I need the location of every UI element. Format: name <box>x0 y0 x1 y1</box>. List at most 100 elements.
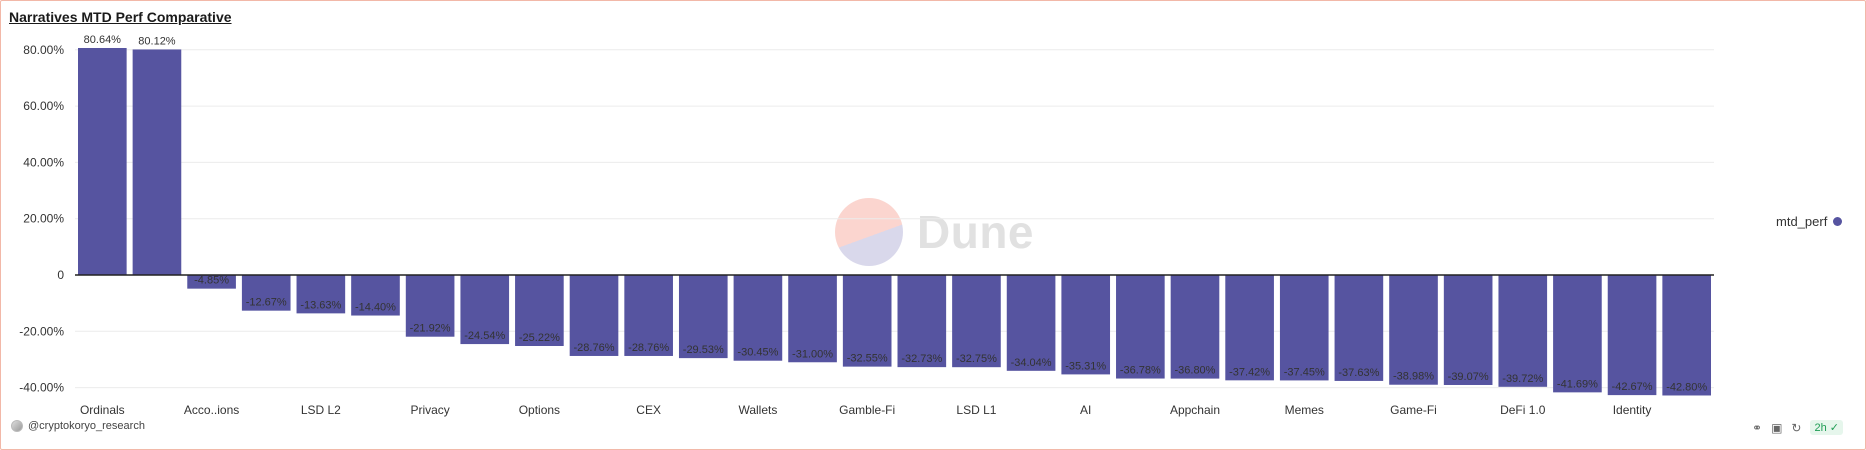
link-icon[interactable]: ⚭ <box>1752 420 1763 435</box>
bar <box>351 275 400 316</box>
bar <box>1061 275 1111 375</box>
data-label: -13.63% <box>300 299 341 311</box>
y-tick-label: 80.00% <box>23 43 64 57</box>
bar <box>1225 275 1274 381</box>
bar <box>1553 275 1602 393</box>
y-tick-label: 60.00% <box>23 99 64 113</box>
legend[interactable]: mtd_perf <box>1776 214 1843 229</box>
bar <box>624 275 673 356</box>
data-label: -37.42% <box>1229 366 1270 378</box>
x-tick-label: CEX <box>636 403 661 417</box>
bar <box>1334 275 1384 381</box>
bar <box>1498 275 1548 387</box>
x-tick-label: Game-Fi <box>1390 403 1437 417</box>
data-label: -32.75% <box>956 353 997 365</box>
data-label: -4.85% <box>194 275 229 287</box>
bar <box>897 275 947 368</box>
refresh-icon[interactable]: ↻ <box>1791 420 1802 435</box>
legend-label: mtd_perf <box>1776 214 1828 229</box>
data-label: -28.76% <box>628 342 669 354</box>
data-label: -25.22% <box>519 332 560 344</box>
freshness-label: 2h <box>1814 421 1827 434</box>
x-tick-label: Identity <box>1613 403 1652 417</box>
y-tick-label: -20.00% <box>19 324 64 338</box>
bar <box>187 275 236 289</box>
data-label: -37.45% <box>1284 366 1325 378</box>
data-label: -37.63% <box>1338 367 1379 379</box>
data-label: -42.80% <box>1666 381 1707 393</box>
check-circle-icon: ✓ <box>1829 422 1839 434</box>
data-label: -21.92% <box>410 323 451 335</box>
data-label: -34.04% <box>1011 357 1052 369</box>
data-label: -30.45% <box>737 347 778 359</box>
watermark-text: Dune <box>917 206 1034 258</box>
bar-chart: -40.00% -20.00% 0 20.00% 40.00% 60.00% 80.00% 8… <box>19 34 1714 417</box>
bar <box>405 275 455 337</box>
bar <box>132 49 182 275</box>
legend-color-dot <box>1833 217 1843 226</box>
data-label: -29.53% <box>683 344 724 356</box>
bar <box>733 275 783 361</box>
dune-logo-icon <box>835 198 903 266</box>
dune-watermark: Dune <box>835 198 1034 266</box>
data-label: -12.67% <box>246 297 287 309</box>
footer-toolbar: ⚭ ▣ ↻ 2h ✓ <box>1752 420 1843 435</box>
x-tick-label: Acco..ions <box>184 403 239 417</box>
data-label: -38.98% <box>1393 371 1434 383</box>
x-tick-label: Privacy <box>410 403 449 417</box>
bar <box>515 275 564 346</box>
bar <box>1389 275 1438 385</box>
camera-icon[interactable]: ▣ <box>1771 420 1783 435</box>
data-label: -28.76% <box>574 342 615 354</box>
bar <box>1006 275 1056 371</box>
x-tick-label: LSD L1 <box>956 403 996 417</box>
x-tick-label: AI <box>1080 403 1091 417</box>
bar <box>788 275 837 363</box>
bar <box>241 275 291 311</box>
bar <box>1607 275 1657 396</box>
data-label: -39.07% <box>1448 371 1489 383</box>
bar <box>1279 275 1329 381</box>
data-label: -32.55% <box>847 353 888 365</box>
y-tick-label: 0 <box>57 268 64 282</box>
data-label: -39.72% <box>1502 373 1543 385</box>
bar <box>952 275 1001 368</box>
bar <box>1170 275 1220 379</box>
data-label: -32.73% <box>901 353 942 365</box>
freshness-badge[interactable]: 2h ✓ <box>1810 420 1843 435</box>
x-tick-label: Options <box>519 403 560 417</box>
data-label: 80.12% <box>138 35 176 47</box>
bar <box>296 275 346 314</box>
bar <box>1116 275 1165 379</box>
x-tick-label: LSD L2 <box>301 403 341 417</box>
data-label: -31.00% <box>792 348 833 360</box>
y-tick-label: 20.00% <box>23 212 64 226</box>
data-label: -36.80% <box>1174 365 1215 377</box>
x-tick-label: Appchain <box>1170 403 1220 417</box>
x-tick-label: Gamble-Fi <box>839 403 895 417</box>
data-label: -41.69% <box>1557 378 1598 390</box>
chart-title[interactable]: Narratives MTD Perf Comparative <box>9 9 232 25</box>
data-label: -36.78% <box>1120 365 1161 377</box>
bar <box>678 275 728 359</box>
bar <box>569 275 619 356</box>
x-tick-label: Wallets <box>738 403 777 417</box>
y-tick-label: -40.00% <box>19 381 64 395</box>
data-label: -42.67% <box>1612 381 1653 393</box>
bar <box>842 275 892 367</box>
data-label: 80.64% <box>84 34 122 46</box>
x-tick-label: Memes <box>1285 403 1324 417</box>
author-handle: @cryptokoryo_research <box>28 420 145 432</box>
bar <box>1662 275 1711 396</box>
bar <box>460 275 510 345</box>
data-label: -35.31% <box>1065 360 1106 372</box>
footer-author[interactable]: @cryptokoryo_research <box>11 420 145 432</box>
y-tick-label: 40.00% <box>23 155 64 169</box>
x-tick-label: DeFi 1.0 <box>1500 403 1546 417</box>
bar <box>78 47 127 276</box>
x-tick-label: Ordinals <box>80 403 125 417</box>
bar <box>1443 275 1493 385</box>
data-label: -24.54% <box>464 330 505 342</box>
avatar <box>11 420 23 432</box>
data-label: -14.40% <box>355 302 396 314</box>
